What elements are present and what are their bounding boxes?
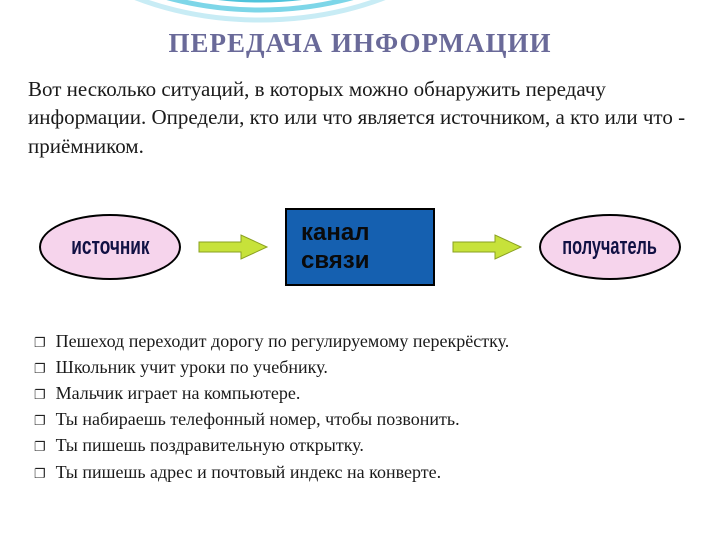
arrow-right-icon: [451, 232, 523, 262]
receiver-node: получатель: [539, 214, 681, 280]
list-item-text: Ты пишешь поздравительную открытку.: [56, 432, 364, 458]
list-item: ❐ Школьник учит уроки по учебнику.: [34, 354, 692, 380]
list-item: ❐ Ты набираешь телефонный номер, чтобы п…: [34, 406, 692, 432]
list-item-text: Ты пишешь адрес и почтовый индекс на кон…: [56, 459, 441, 485]
bullet-icon: ❐: [34, 360, 46, 379]
bullet-icon: ❐: [34, 334, 46, 353]
bullet-icon: ❐: [34, 438, 46, 457]
channel-node: канал связи: [285, 208, 435, 286]
bullet-icon: ❐: [34, 412, 46, 431]
source-label: источник: [71, 233, 149, 261]
list-item: ❐ Пешеход переходит дорогу по регулируем…: [34, 328, 692, 354]
arrow-1: [197, 232, 269, 262]
bullet-icon: ❐: [34, 386, 46, 405]
channel-label-2: связи: [301, 247, 369, 275]
list-item: ❐ Ты пишешь адрес и почтовый индекс на к…: [34, 459, 692, 485]
source-node: источник: [39, 214, 181, 280]
intro-text: Вот несколько ситуаций, в которых можно …: [0, 59, 720, 160]
list-item-text: Пешеход переходит дорогу по регулируемом…: [56, 328, 510, 354]
page-title: ПЕРЕДАЧА ИНФОРМАЦИИ: [0, 0, 720, 59]
arrow-right-icon: [197, 232, 269, 262]
arrow-2: [451, 232, 523, 262]
list-item-text: Мальчик играет на компьютере.: [56, 380, 301, 406]
list-item: ❐ Ты пишешь поздравительную открытку.: [34, 432, 692, 458]
list-item: ❐ Мальчик играет на компьютере.: [34, 380, 692, 406]
channel-label-1: канал: [301, 219, 369, 247]
list-item-text: Школьник учит уроки по учебнику.: [56, 354, 328, 380]
list-item-text: Ты набираешь телефонный номер, чтобы поз…: [56, 406, 460, 432]
receiver-label: получатель: [563, 233, 658, 261]
situation-list: ❐ Пешеход переходит дорогу по регулируем…: [0, 328, 720, 485]
diagram-row: источник канал связи получатель: [0, 208, 720, 286]
bullet-icon: ❐: [34, 465, 46, 484]
